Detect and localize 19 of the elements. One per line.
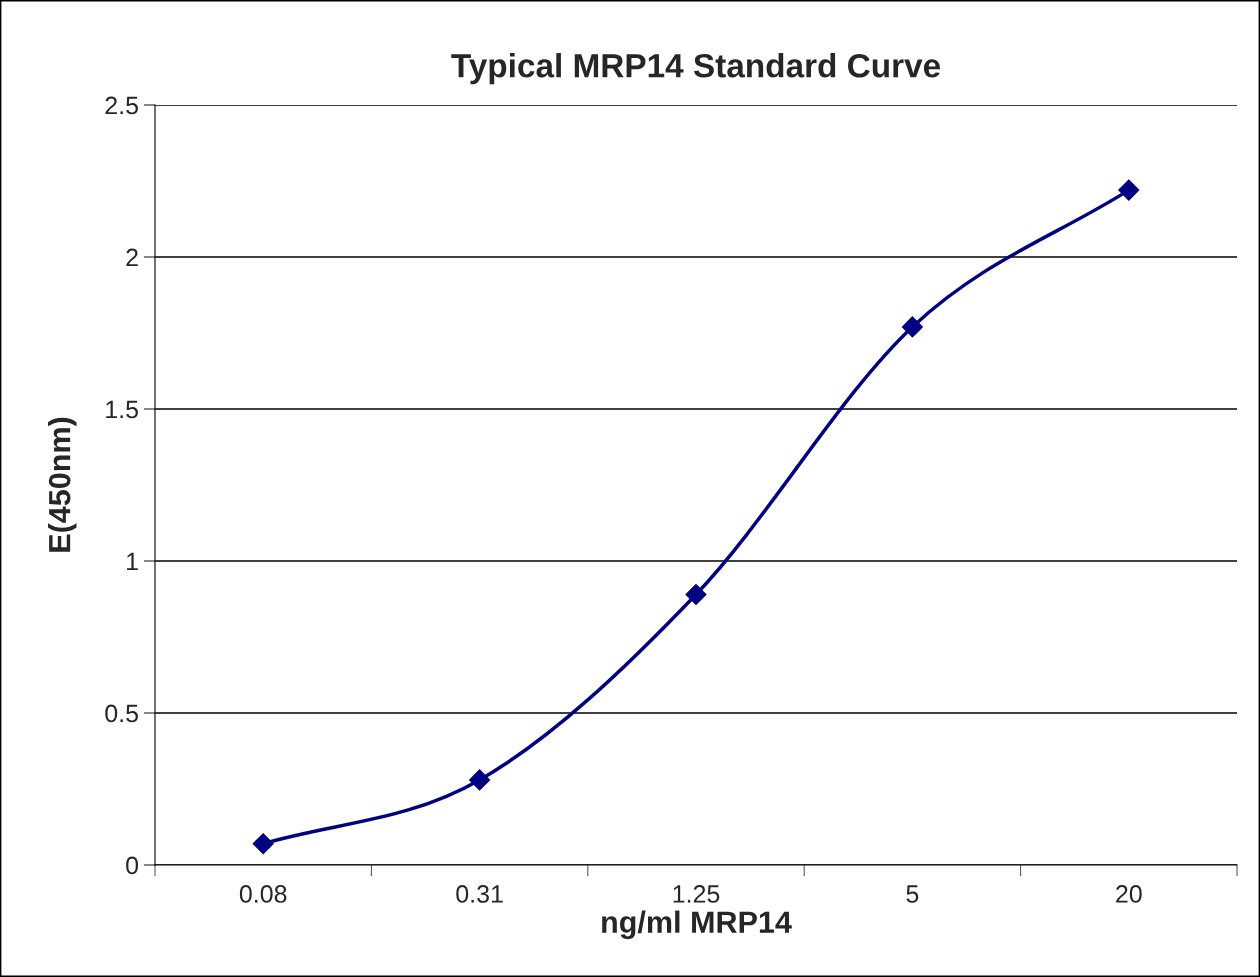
y-tick-label: 0.5 — [105, 704, 138, 723]
y-tick-label: 1.5 — [106, 400, 138, 419]
point — [1118, 179, 1140, 201]
point — [901, 316, 923, 338]
point — [469, 769, 491, 791]
chart-title: Typical MRP14 Standard Curve — [451, 53, 941, 85]
point — [685, 583, 707, 605]
x-tick-label: 0.31 — [456, 885, 503, 903]
y-tick-label: 2.5 — [105, 96, 138, 115]
x-tick-label: 5 — [906, 885, 919, 903]
x-tick-label: 0.08 — [239, 885, 287, 903]
x-tick-label: 20 — [1116, 885, 1142, 903]
y-tick-label: 1 — [127, 552, 138, 571]
y-tick-label: 2 — [126, 248, 138, 267]
y-tick-label: 0 — [126, 856, 139, 875]
x-tick-label: 1.25 — [673, 885, 720, 903]
x-axis-title: ng/ml MRP14 — [602, 910, 792, 940]
y-axis-title: E(450nm) — [48, 417, 77, 552]
point — [252, 833, 274, 855]
